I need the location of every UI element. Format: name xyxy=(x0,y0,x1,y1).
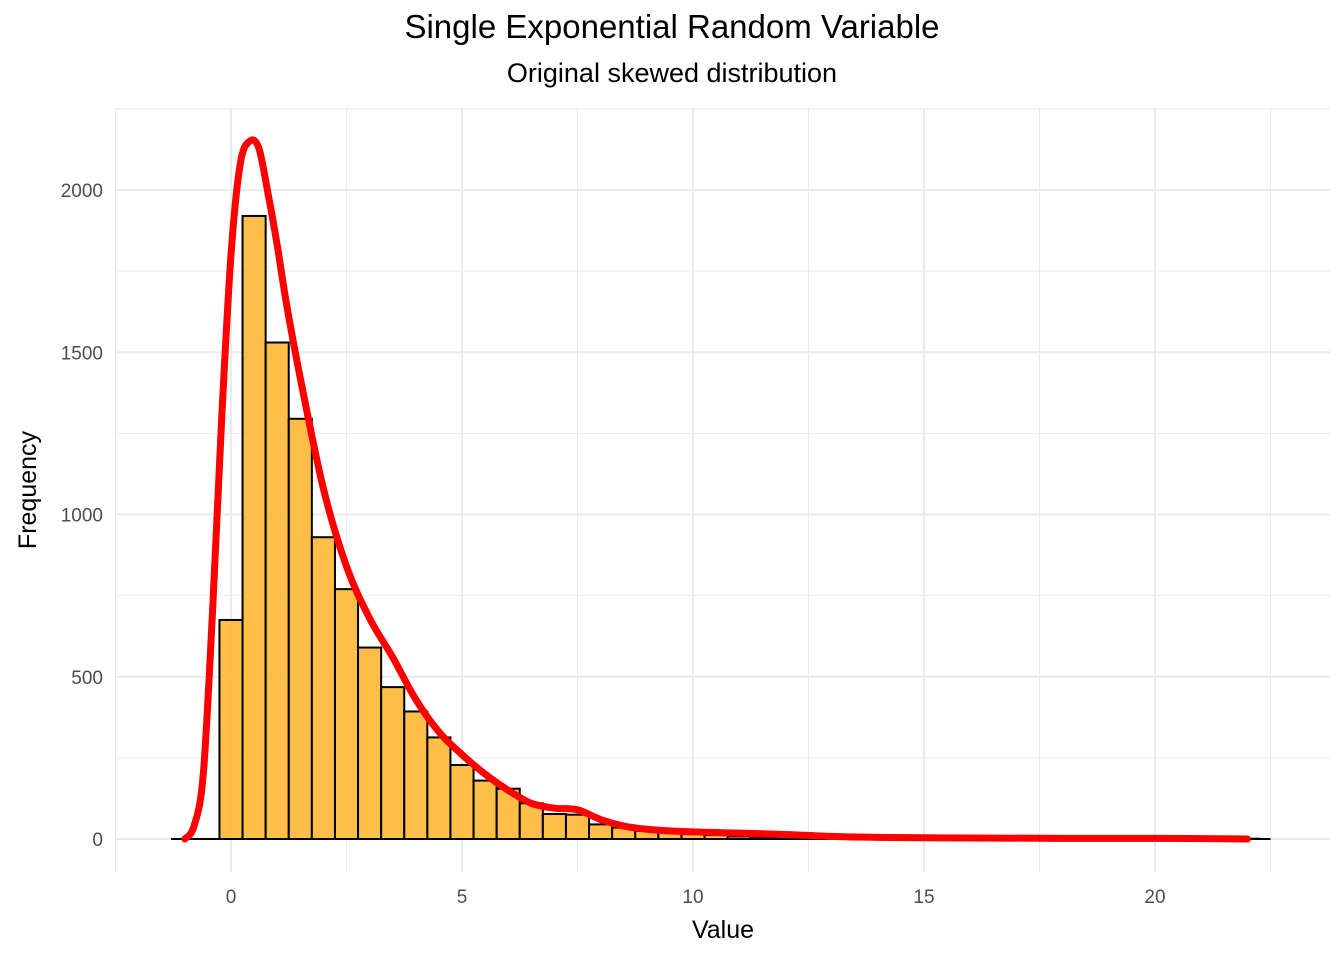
y-tick-label: 2000 xyxy=(61,181,103,202)
histogram-bar xyxy=(426,736,452,841)
x-axis-ticks: 0 5 10 15 20 xyxy=(226,887,1166,908)
x-axis-label: Value xyxy=(692,916,754,944)
density-curve-group xyxy=(181,136,1251,843)
histogram-bar xyxy=(310,536,336,841)
histogram-bar xyxy=(449,764,475,840)
histogram-bar xyxy=(472,779,498,841)
x-tick-label: 20 xyxy=(1144,887,1165,908)
density-curve xyxy=(181,136,1251,843)
x-tick-label: 10 xyxy=(682,887,703,908)
y-axis-ticks: 0 500 1000 1500 2000 xyxy=(61,181,103,851)
chart-title: Single Exponential Random Variable xyxy=(404,8,940,45)
y-tick-label: 0 xyxy=(92,830,103,851)
chart-subtitle: Original skewed distribution xyxy=(506,58,838,88)
histogram-bar xyxy=(564,813,591,840)
histogram-bar xyxy=(287,417,313,840)
x-tick-label: 15 xyxy=(913,887,934,908)
x-tick-label: 0 xyxy=(226,887,237,908)
histogram-bar xyxy=(264,341,290,840)
y-tick-label: 1500 xyxy=(61,343,103,364)
histogram-bar xyxy=(541,813,567,840)
y-tick-label: 500 xyxy=(71,668,103,689)
histogram-bar xyxy=(588,823,614,841)
y-axis-label: Frequency xyxy=(14,430,42,549)
x-tick-label: 5 xyxy=(457,887,468,908)
histogram-bars xyxy=(170,214,1271,841)
histogram-bar xyxy=(380,686,406,840)
histogram-bar xyxy=(403,710,429,840)
y-tick-label: 1000 xyxy=(61,506,103,527)
histogram-bar xyxy=(218,618,244,841)
histogram-bar xyxy=(241,214,267,840)
histogram-bar xyxy=(333,588,360,841)
histogram-bar xyxy=(357,646,383,840)
